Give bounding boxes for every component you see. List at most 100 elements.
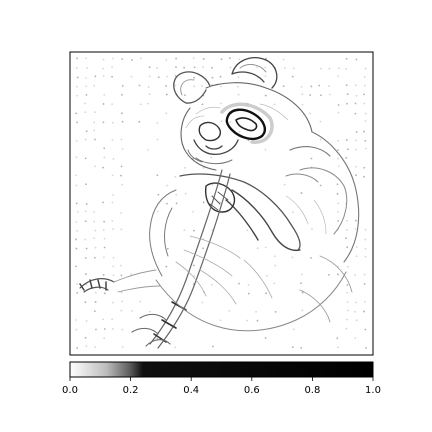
noise-dot — [300, 282, 302, 285]
noise-dot — [111, 75, 113, 78]
noise-dot — [364, 67, 367, 70]
noise-dot — [238, 282, 240, 285]
noise-dot — [120, 274, 123, 277]
noise-dot — [75, 202, 78, 205]
noise-dot — [121, 93, 123, 96]
noise-dot — [111, 301, 114, 304]
noise-dot — [345, 229, 348, 231]
noise-dot — [85, 283, 88, 286]
noise-dot — [247, 139, 250, 142]
noise-dot — [121, 300, 123, 303]
noise-dot — [364, 112, 367, 115]
noise-dot — [120, 138, 123, 141]
noise-dot — [84, 102, 86, 105]
noise-dot — [365, 147, 367, 150]
colorbar-tick-label: 0.6 — [244, 385, 260, 396]
noise-dot — [193, 76, 196, 79]
noise-dot — [363, 166, 366, 169]
noise-dot — [355, 139, 357, 142]
noise-dot — [264, 148, 267, 151]
noise-dot — [75, 319, 78, 321]
noise-dot — [355, 131, 358, 133]
noise-dot — [165, 93, 168, 96]
noise-dot — [111, 66, 113, 69]
noise-dot — [94, 291, 97, 294]
noise-dot — [282, 58, 285, 61]
noise-dot — [229, 66, 232, 69]
noise-dot — [337, 220, 340, 222]
noise-dot — [337, 75, 340, 78]
panda-back — [285, 167, 348, 235]
noise-dot — [238, 130, 241, 133]
heatmap-frame — [69, 51, 374, 356]
panda-eye-patch-inner — [235, 117, 258, 132]
noise-dot — [84, 301, 87, 304]
panda-right-ear — [231, 57, 278, 89]
noise-dot — [291, 256, 294, 259]
panda-left-ear-inner — [180, 79, 195, 96]
noise-dot — [103, 292, 106, 295]
noise-dot — [131, 309, 133, 312]
noise-dot — [77, 210, 79, 213]
noise-dot — [363, 282, 366, 285]
noise-dot — [337, 346, 339, 349]
noise-dot — [103, 93, 106, 96]
noise-dot — [363, 300, 366, 303]
noise-dot — [363, 76, 366, 79]
colorbar-tick-label: 1.0 — [365, 385, 381, 396]
noise-dot — [337, 111, 340, 114]
noise-dot — [76, 283, 79, 285]
panda-mouth — [187, 149, 233, 165]
noise-dot — [85, 247, 88, 250]
noise-dot — [85, 203, 88, 205]
noise-dot — [75, 85, 78, 88]
noise-dot — [93, 220, 96, 223]
noise-dot — [112, 274, 115, 277]
noise-dot — [364, 120, 367, 122]
noise-dot — [336, 183, 339, 186]
noise-dot — [93, 121, 96, 124]
noise-dot — [156, 67, 158, 69]
noise-dot — [229, 57, 231, 60]
noise-dot — [112, 256, 115, 259]
noise-dot — [120, 212, 122, 214]
noise-dot — [121, 120, 124, 123]
noise-dot — [355, 301, 358, 304]
panda-left-eye — [198, 121, 221, 142]
noise-dot — [319, 184, 322, 187]
heatmap-panel — [69, 51, 374, 356]
noise-dot — [165, 85, 168, 87]
panda-muzzle — [193, 139, 239, 156]
panda-lower-leg — [113, 269, 161, 293]
noise-dot — [292, 328, 295, 331]
noise-dot — [328, 93, 331, 96]
noise-dot — [93, 256, 96, 259]
noise-dot — [175, 66, 177, 69]
noise-dot — [211, 76, 214, 79]
noise-dot — [85, 77, 87, 79]
noise-dot — [102, 103, 105, 105]
noise-dot — [246, 229, 249, 232]
noise-dot — [364, 247, 367, 250]
noise-dot — [157, 193, 160, 196]
noise-dot — [336, 192, 339, 195]
noise-dot — [345, 102, 348, 105]
noise-dot — [76, 230, 79, 232]
noise-dot — [219, 201, 221, 204]
colorbar-gradient — [70, 362, 373, 377]
noise-dot — [121, 148, 124, 150]
panda-leg — [155, 271, 347, 332]
noise-dot — [355, 148, 358, 151]
noise-dot — [112, 157, 115, 160]
bamboo-leaves — [131, 313, 171, 347]
noise-dot — [354, 112, 357, 115]
noise-dot — [292, 211, 294, 214]
panda-arm — [179, 173, 301, 251]
heatmap-image — [75, 57, 367, 349]
noise-dot — [365, 347, 367, 349]
noise-dot — [364, 328, 367, 331]
noise-dot — [192, 57, 195, 60]
noise-dot — [345, 84, 348, 87]
noise-dot — [175, 57, 177, 60]
